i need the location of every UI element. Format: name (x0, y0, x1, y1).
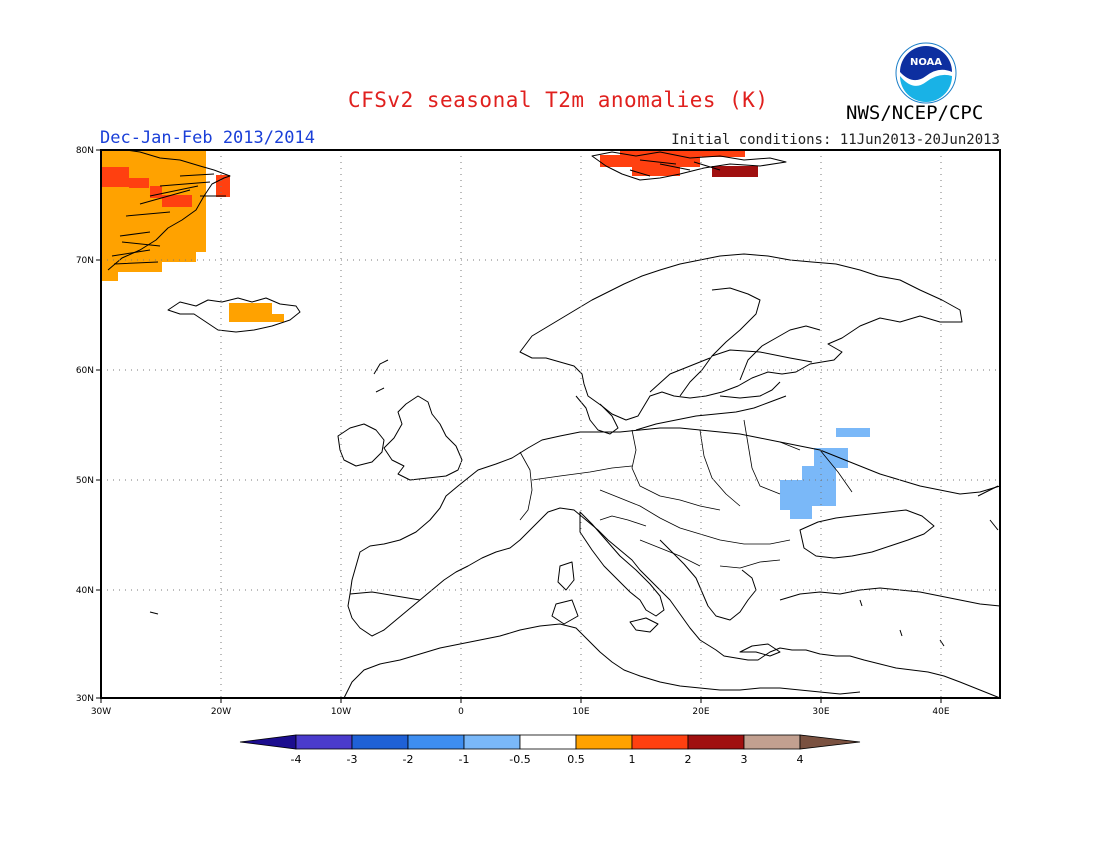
map-frame (100, 149, 1001, 699)
map-title: CFSv2 seasonal T2m anomalies (K) (348, 88, 769, 112)
lon-label-0: 0 (458, 707, 464, 717)
anomaly-iceland-orange (229, 303, 284, 322)
lon-label-30w: 30W (91, 707, 111, 717)
britain-outline (383, 395, 463, 481)
iceland-outline (167, 297, 301, 333)
lat-label-50n: 50N (76, 476, 94, 486)
lon-label-20e: 20E (692, 707, 709, 717)
colorbar-bin-4 (463, 734, 521, 750)
anomaly-svalbard-red (600, 151, 745, 176)
anomaly-svalbard-darkred (712, 166, 758, 177)
lat-label-30n: 30N (76, 694, 94, 704)
lon-label-20w: 20W (211, 707, 231, 717)
noaa-logo-icon: NOAA (895, 42, 957, 104)
anomaly-greenland-orange (101, 150, 206, 281)
lon-label-10e: 10E (572, 707, 589, 717)
colorbar-label-p2: 2 (685, 753, 692, 766)
colorbar-bin-7 (631, 734, 689, 750)
lat-label-60n: 60N (76, 366, 94, 376)
colorbar-bin-9 (743, 734, 801, 750)
colorbar: -4 -3 -2 -1 -0.5 0.5 1 2 3 4 (239, 734, 861, 766)
lat-label-80n: 80N (76, 146, 94, 156)
colorbar-label-p3: 3 (741, 753, 748, 766)
graticule (101, 150, 1000, 698)
season-label: Dec-Jan-Feb 2013/2014 (100, 128, 315, 148)
italy-outline (579, 511, 665, 617)
colorbar-label-m2: -2 (403, 753, 414, 766)
lon-label-10w: 10W (331, 707, 351, 717)
colorbar-max-arrow (799, 734, 861, 750)
colorbar-bin-5 (519, 734, 577, 750)
lat-axis: 80N 70N 60N 50N 40N 30N (76, 146, 101, 704)
lon-label-30e: 30E (812, 707, 829, 717)
lat-label-40n: 40N (76, 586, 94, 596)
colorbar-bin-1 (295, 734, 353, 750)
ireland-outline (337, 423, 385, 467)
colorbar-label-p4: 4 (797, 753, 804, 766)
lon-label-40e: 40E (932, 707, 949, 717)
colorbar-bin-8 (687, 734, 745, 750)
anomaly-ukraine-lightblue (780, 428, 870, 519)
initial-conditions-label: Initial conditions: 11Jun2013-20Jun2013 (671, 132, 1000, 148)
lat-label-70n: 70N (76, 256, 94, 266)
continent-outline (347, 427, 1001, 699)
colorbar-label-m1: -1 (459, 753, 470, 766)
lon-axis: 30W 20W 10W 0 10E 20E 30E 40E (91, 698, 950, 717)
colorbar-bin-2 (351, 734, 409, 750)
colorbar-bin-6 (575, 734, 633, 750)
svalbard-outline (591, 151, 787, 181)
scandinavia-outline (519, 253, 963, 421)
colorbar-label-m3: -3 (347, 753, 358, 766)
anomaly-greenland-red (101, 167, 230, 207)
colorbar-label-m4: -4 (291, 753, 302, 766)
anomaly-shading (101, 150, 870, 519)
colorbar-bin-3 (407, 734, 465, 750)
colorbar-label-p05: 0.5 (567, 753, 585, 766)
colorbar-label-p1: 1 (629, 753, 636, 766)
logo-text: NOAA (910, 57, 942, 68)
coastlines (107, 149, 1001, 699)
black-sea-outline (799, 509, 935, 559)
colorbar-min-arrow (239, 734, 297, 750)
colorbar-label-m05: -0.5 (509, 753, 530, 766)
agency-label: NWS/NCEP/CPC (846, 102, 984, 124)
